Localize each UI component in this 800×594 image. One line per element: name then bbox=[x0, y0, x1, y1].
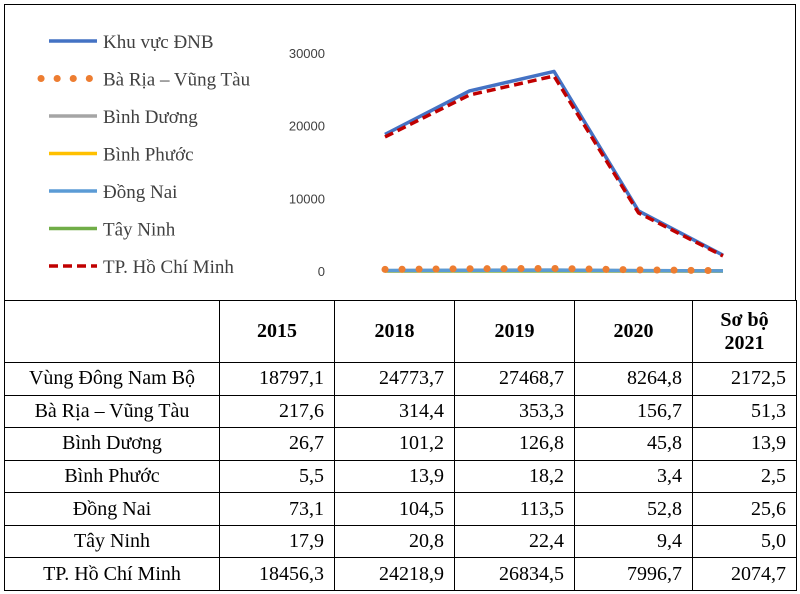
header-cell-2015: 2015 bbox=[219, 300, 335, 363]
table-cell: 5,5 bbox=[219, 459, 335, 494]
table-cell: 101,2 bbox=[334, 427, 455, 461]
y-tick-label: 0 bbox=[318, 264, 325, 279]
legend-label: TP. Hồ Chí Minh bbox=[103, 257, 234, 278]
data-table: 2015 2018 2019 2020 Sơ bộ 2021 Vùng Đông… bbox=[4, 300, 797, 591]
table-cell: 24218,9 bbox=[334, 557, 455, 591]
table-cell: 2074,7 bbox=[692, 557, 797, 591]
table-cell: 24773,7 bbox=[334, 362, 455, 396]
table-row: Tây Ninh 17,9 20,8 22,4 9,4 5,0 bbox=[4, 524, 797, 559]
table-cell: 5,0 bbox=[692, 524, 797, 559]
row-label: TP. Hồ Chí Minh bbox=[4, 557, 220, 591]
row-label: Tây Ninh bbox=[4, 524, 220, 559]
table-row: Bình Dương 26,7 101,2 126,8 45,8 13,9 bbox=[4, 427, 797, 461]
legend-label: Bình Phước bbox=[103, 145, 194, 166]
table-row: Vùng Đông Nam Bộ 18797,1 24773,7 27468,7 826… bbox=[4, 362, 797, 396]
table-row: TP. Hồ Chí Minh 18456,3 24218,9 26834,5 7996… bbox=[4, 557, 797, 591]
table-cell: 20,8 bbox=[334, 524, 455, 559]
table-row: Bà Rịa – Vũng Tàu 217,6 314,4 353,3 156,7 51,… bbox=[4, 394, 797, 429]
y-tick-label: 20000 bbox=[289, 119, 325, 134]
legend-label: Bà Rịa – Vũng Tàu bbox=[103, 70, 251, 91]
table-cell: 2,5 bbox=[692, 459, 797, 494]
header-cell-2020: 2020 bbox=[574, 300, 693, 363]
table-cell: 113,5 bbox=[454, 492, 575, 526]
table-cell: 18,2 bbox=[454, 459, 575, 494]
table-cell: 7996,7 bbox=[574, 557, 693, 591]
row-label: Đồng Nai bbox=[4, 492, 220, 526]
table-cell: 51,3 bbox=[692, 394, 797, 429]
table-cell: 27468,7 bbox=[454, 362, 575, 396]
header-cell-2019: 2019 bbox=[454, 300, 575, 363]
row-label: Bình Phước bbox=[4, 459, 220, 494]
table-cell: 126,8 bbox=[454, 427, 575, 461]
table-cell: 26,7 bbox=[219, 427, 335, 461]
header-cell-2018: 2018 bbox=[334, 300, 455, 363]
series-line bbox=[381, 264, 727, 275]
table-cell: 353,3 bbox=[454, 394, 575, 429]
table-cell: 18456,3 bbox=[219, 557, 335, 591]
chart-area: 0 10000 20000 30000 Khu vực ĐNB Bà Rịa – Vũng… bbox=[4, 4, 796, 300]
table-header-row: 2015 2018 2019 2020 Sơ bộ 2021 bbox=[4, 300, 797, 363]
table-body: Vùng Đông Nam Bộ 18797,1 24773,7 27468,7 826… bbox=[4, 362, 797, 591]
row-label: Bình Dương bbox=[4, 427, 220, 461]
table-cell: 52,8 bbox=[574, 492, 693, 526]
table-cell: 17,9 bbox=[219, 524, 335, 559]
header-cell-2021-line1: Sơ bộ bbox=[720, 308, 769, 331]
table-cell: 13,9 bbox=[334, 459, 455, 494]
header-cell-2021-line2: 2021 bbox=[724, 331, 765, 354]
table-cell: 104,5 bbox=[334, 492, 455, 526]
table-cell: 156,7 bbox=[574, 394, 693, 429]
legend-label: Khu vực ĐNB bbox=[103, 32, 214, 53]
legend-label: Tây Ninh bbox=[103, 220, 176, 241]
header-cell-empty bbox=[4, 300, 220, 363]
table-cell: 217,6 bbox=[219, 394, 335, 429]
table-cell: 9,4 bbox=[574, 524, 693, 559]
y-tick-label: 10000 bbox=[289, 191, 325, 206]
row-label: Bà Rịa – Vũng Tàu bbox=[4, 394, 220, 429]
table-cell: 314,4 bbox=[334, 394, 455, 429]
line-chart: 0 10000 20000 30000 Khu vực ĐNB Bà Rịa – Vũng… bbox=[37, 32, 727, 279]
legend-label: Bình Dương bbox=[103, 107, 198, 128]
table-cell: 3,4 bbox=[574, 459, 693, 494]
table-cell: 45,8 bbox=[574, 427, 693, 461]
table-cell: 2172,5 bbox=[692, 362, 797, 396]
table-cell: 26834,5 bbox=[454, 557, 575, 591]
table-cell: 73,1 bbox=[219, 492, 335, 526]
table-row: Bình Phước 5,5 13,9 18,2 3,4 2,5 bbox=[4, 459, 797, 494]
series-line bbox=[384, 74, 724, 258]
table-cell: 25,6 bbox=[692, 492, 797, 526]
table-cell: 13,9 bbox=[692, 427, 797, 461]
row-label: Vùng Đông Nam Bộ bbox=[4, 362, 220, 396]
series-line bbox=[384, 69, 724, 257]
table-row: Đồng Nai 73,1 104,5 113,5 52,8 25,6 bbox=[4, 492, 797, 526]
header-cell-2021: Sơ bộ 2021 bbox=[692, 300, 797, 363]
legend-label: Đồng Nai bbox=[103, 182, 177, 203]
y-tick-label: 30000 bbox=[289, 46, 325, 61]
table-cell: 8264,8 bbox=[574, 362, 693, 396]
table-cell: 18797,1 bbox=[219, 362, 335, 396]
table-cell: 22,4 bbox=[454, 524, 575, 559]
